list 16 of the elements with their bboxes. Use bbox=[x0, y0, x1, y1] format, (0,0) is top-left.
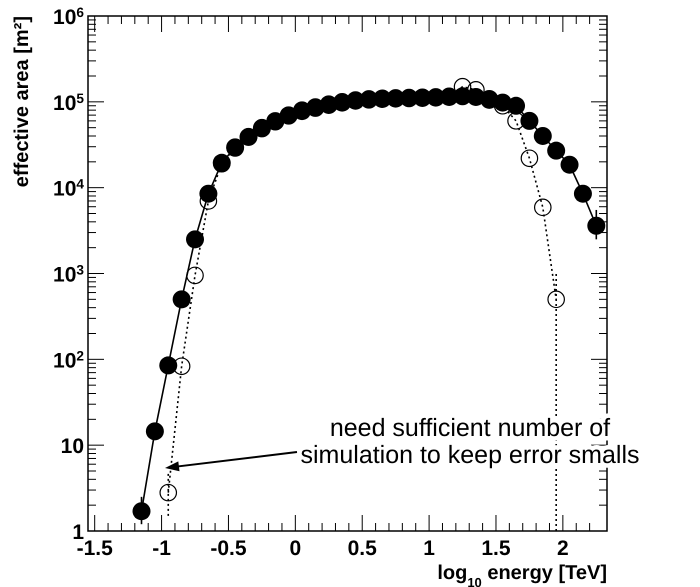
x-axis-title: log$_{10}$ energy [TeV] bbox=[437, 562, 607, 587]
x-tick-label: -0.5 bbox=[210, 537, 247, 560]
y-tick-label: 10$^{4}$ bbox=[53, 176, 84, 201]
x-tick-label: 2 bbox=[557, 537, 569, 560]
x-tick-label: 0 bbox=[289, 537, 302, 560]
y-tick-label: 10$^{2}$ bbox=[53, 348, 84, 372]
x-tick-label: 1.5 bbox=[481, 537, 511, 560]
x-tick-label: 0.5 bbox=[348, 537, 378, 560]
x-tick-label: 1 bbox=[423, 537, 436, 560]
y-tick-label: 10$^{5}$ bbox=[53, 90, 84, 115]
y-axis-title: effective area [m²] bbox=[11, 16, 33, 188]
y-tick-label: 10 bbox=[60, 435, 84, 458]
y-tick-label: 10$^{3}$ bbox=[53, 262, 84, 286]
y-tick-label: 10$^{6}$ bbox=[53, 4, 84, 29]
y-tick-label: 1 bbox=[72, 521, 84, 544]
x-tick-label: -1 bbox=[152, 537, 172, 560]
